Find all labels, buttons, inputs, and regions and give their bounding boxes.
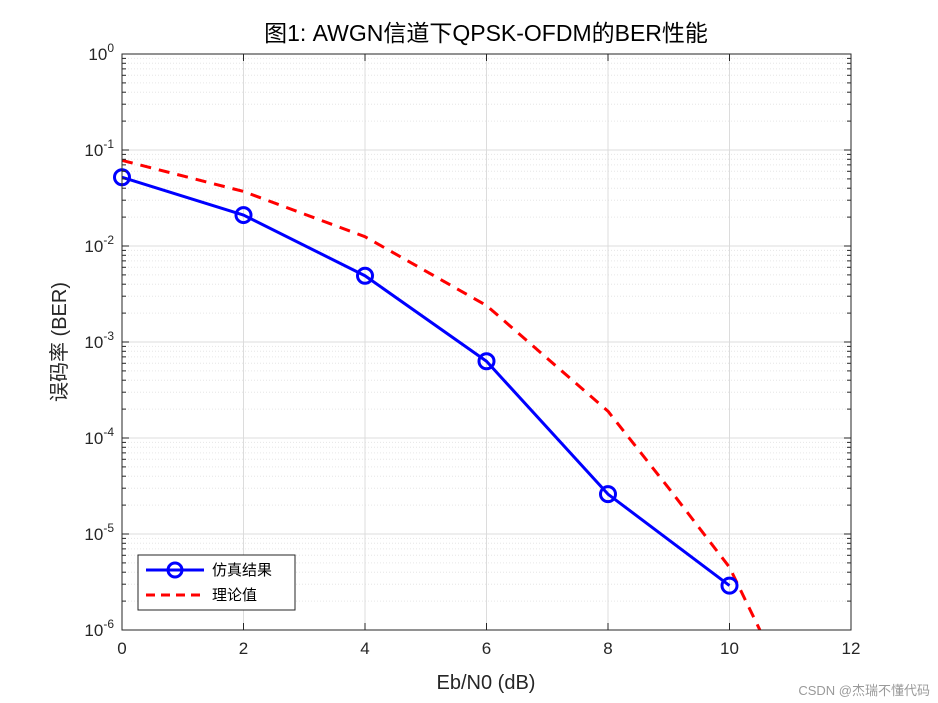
y-tick-label: 100 <box>88 41 114 64</box>
y-axis-label: 误码率 (BER) <box>48 282 71 402</box>
x-tick-label: 8 <box>603 639 612 658</box>
y-tick-label: 10-4 <box>84 425 114 448</box>
series-line-1 <box>122 158 762 630</box>
x-tick-label: 4 <box>360 639 369 658</box>
legend-label-theory: 理论值 <box>212 587 257 604</box>
y-tick-label: 10-2 <box>84 233 114 256</box>
series-point-0 <box>720 576 739 595</box>
x-tick-label: 0 <box>117 639 126 658</box>
tick-marks <box>121 53 852 631</box>
series-point-0 <box>477 352 496 371</box>
x-tick-label: 10 <box>720 639 739 658</box>
x-tick-label: 6 <box>482 639 491 658</box>
y-tick-label: 10-6 <box>84 617 114 640</box>
legend-marker-simulation <box>166 561 184 579</box>
legend-label-simulation: 仿真结果 <box>212 561 272 579</box>
series-layer <box>113 158 762 630</box>
y-tick-label: 10-5 <box>84 521 114 544</box>
series-point-0 <box>599 485 617 504</box>
legend: 仿真结果 理论值 <box>137 554 296 611</box>
x-tick-labels: 0 2 4 6 8 10 12 <box>117 639 860 658</box>
x-tick-label: 12 <box>842 639 861 658</box>
y-tick-labels: 100 10-1 10-2 10-3 10-4 10-5 10-6 <box>84 41 114 640</box>
legend-box <box>137 554 296 611</box>
y-tick-label: 10-3 <box>84 329 114 352</box>
series-line-0 <box>122 175 731 587</box>
chart-title: 图1: AWGN信道下QPSK-OFDM的BER性能 <box>264 20 708 46</box>
x-axis-label: Eb/N0 (dB) <box>437 672 536 694</box>
y-tick-label: 10-1 <box>84 137 114 160</box>
x-tick-label: 2 <box>239 639 248 658</box>
series-point-0 <box>356 266 374 285</box>
series-point-0 <box>234 206 253 225</box>
watermark: CSDN @杰瑞不懂代码 <box>798 683 930 698</box>
